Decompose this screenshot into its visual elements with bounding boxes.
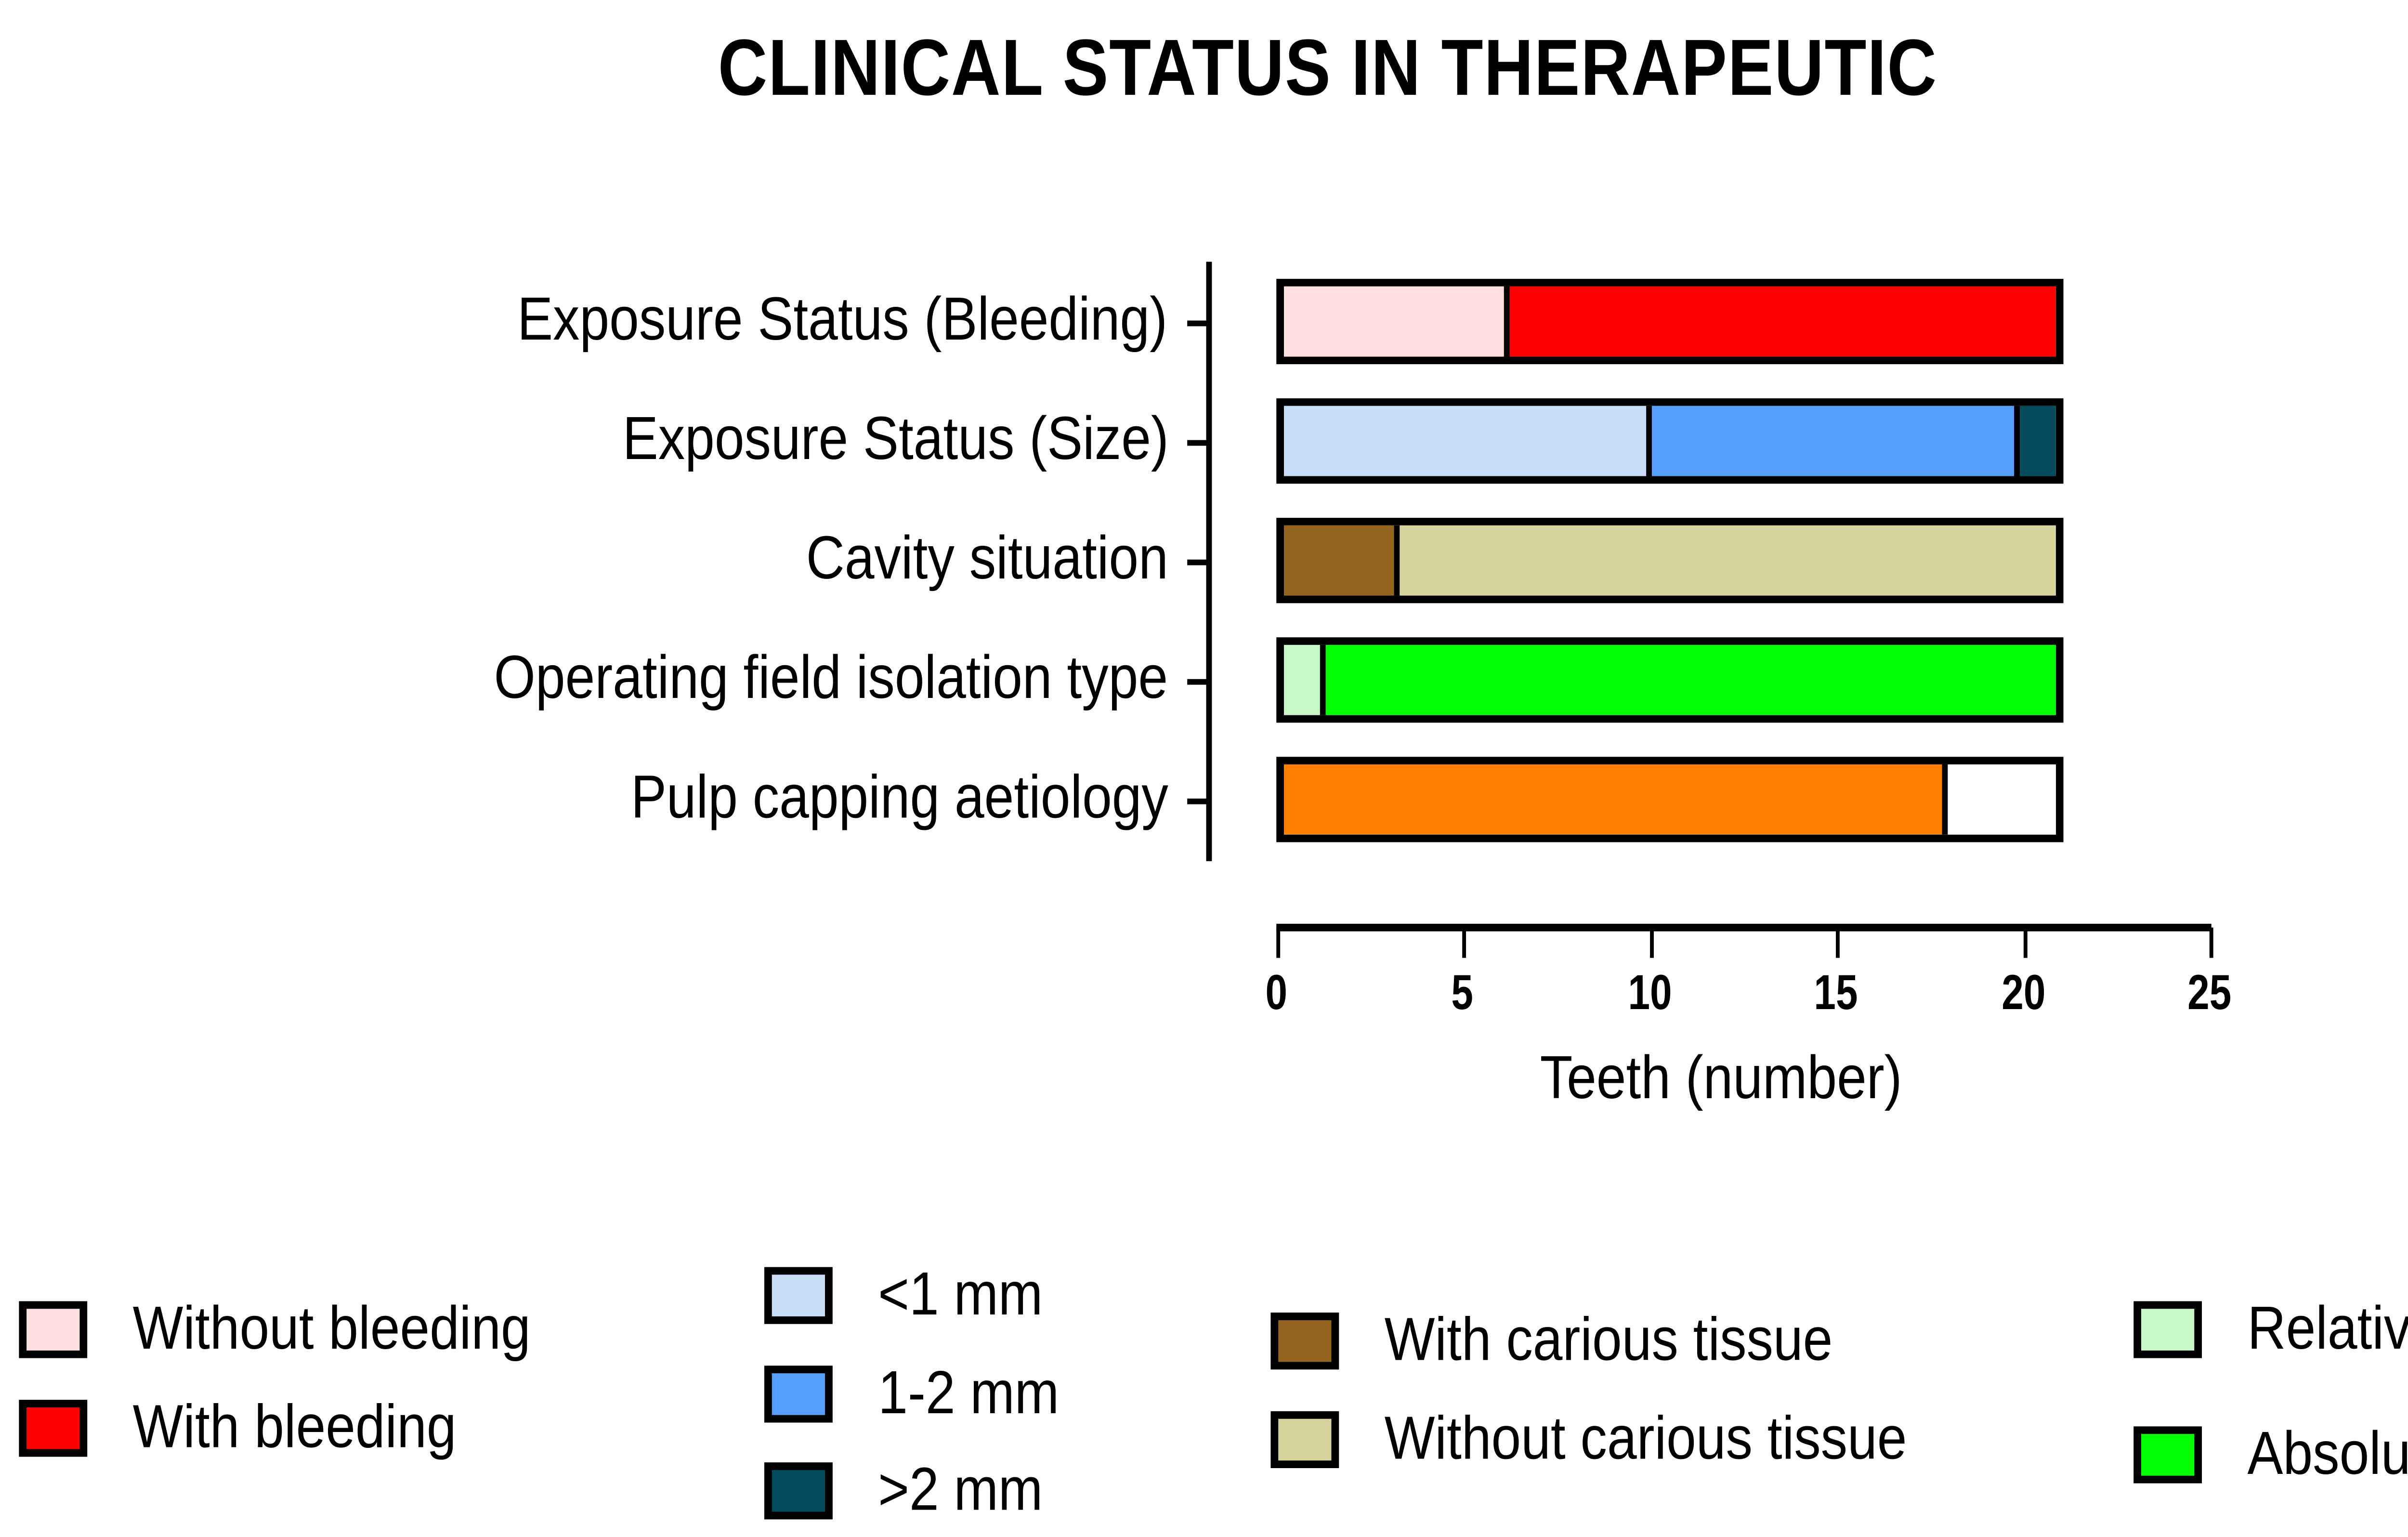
x-tick [1836, 927, 1840, 958]
x-axis-label: Teeth (number) [1540, 1043, 1902, 1112]
x-tick-label: 20 [2001, 963, 2045, 1021]
y-tick [1187, 440, 1210, 446]
y-category-label: Pulp capping aetiology [630, 762, 1168, 831]
stacked-bar [1276, 757, 2064, 842]
legend-swatch-icon [764, 1461, 833, 1519]
y-category-label: Exposure Status (Size) [622, 404, 1168, 473]
y-category-label: Cavity situation [806, 523, 1168, 592]
stacked-bar [1276, 278, 2064, 365]
legend-swatch-icon [2133, 1425, 2202, 1483]
bar-segment [1393, 525, 2056, 596]
legend-label: <1 mm [878, 1259, 1043, 1328]
legend-item: With bleeding [19, 1392, 500, 1462]
stacked-bar [1276, 637, 2064, 723]
legend-swatch-icon [19, 1399, 88, 1456]
bar-segment [1941, 764, 2056, 835]
y-tick [1187, 559, 1210, 565]
legend-label: 1-2 mm [878, 1358, 1060, 1427]
legend-swatch-icon [19, 1300, 88, 1357]
bar-segment [1646, 406, 2015, 476]
legend-label: Absolute [2247, 1419, 2408, 1487]
legend-item: With carious tissue [1270, 1305, 1894, 1375]
stacked-bar [1276, 518, 2064, 604]
legend-item: Absolute [2133, 1419, 2408, 1489]
x-axis [1276, 923, 2212, 932]
stacked-bar [1276, 398, 2064, 484]
y-category-label: Exposure Status (Bleeding) [518, 284, 1168, 353]
y-tick [1187, 798, 1210, 804]
legend-swatch-icon [1270, 1312, 1339, 1369]
bar-segment [1320, 644, 2056, 715]
x-tick-label: 10 [1627, 963, 1672, 1021]
legend-item: 1-2 mm [764, 1358, 1084, 1429]
bar-segment [1284, 406, 1647, 476]
x-tick-label: 25 [2187, 963, 2232, 1021]
legend-label: Without carious tissue [1384, 1404, 1907, 1472]
bar-segment [1503, 286, 2056, 357]
chart-title: CLINICAL STATUS IN THERAPEUTIC [718, 23, 1937, 112]
x-tick [1463, 927, 1467, 958]
legend-label: Relative [2247, 1293, 2408, 1362]
legend-swatch-icon [2133, 1300, 2202, 1357]
legend-swatch-icon [1270, 1410, 1339, 1468]
x-tick [2209, 927, 2213, 958]
legend-swatch-icon [764, 1365, 833, 1422]
bar-segment [2014, 406, 2056, 476]
legend-item: Without carious tissue [1270, 1404, 1978, 1474]
y-category-label: Operating field isolation type [494, 643, 1168, 711]
bar-segment [1284, 525, 1394, 596]
legend-label: With bleeding [132, 1392, 457, 1461]
legend-swatch-icon [764, 1266, 833, 1323]
y-tick [1187, 679, 1210, 685]
legend-item: Relative [2133, 1294, 2408, 1364]
legend-item: Without bleeding [19, 1294, 585, 1364]
y-tick [1187, 320, 1210, 327]
x-tick-label: 15 [1814, 963, 1858, 1021]
x-tick [1276, 927, 1281, 958]
legend-item: <1 mm [764, 1260, 1065, 1330]
legend-label: >2 mm [878, 1455, 1043, 1524]
x-tick-label: 0 [1265, 963, 1288, 1021]
legend-label: With carious tissue [1384, 1305, 1833, 1374]
bar-segment [1284, 764, 1941, 835]
legend-item: >2 mm [764, 1455, 1065, 1525]
x-tick [1649, 927, 1654, 958]
bar-segment [1284, 286, 1503, 357]
x-tick-label: 5 [1452, 963, 1474, 1021]
x-tick [2023, 927, 2027, 958]
bar-segment [1284, 644, 1321, 715]
legend-label: Without bleeding [132, 1293, 531, 1362]
